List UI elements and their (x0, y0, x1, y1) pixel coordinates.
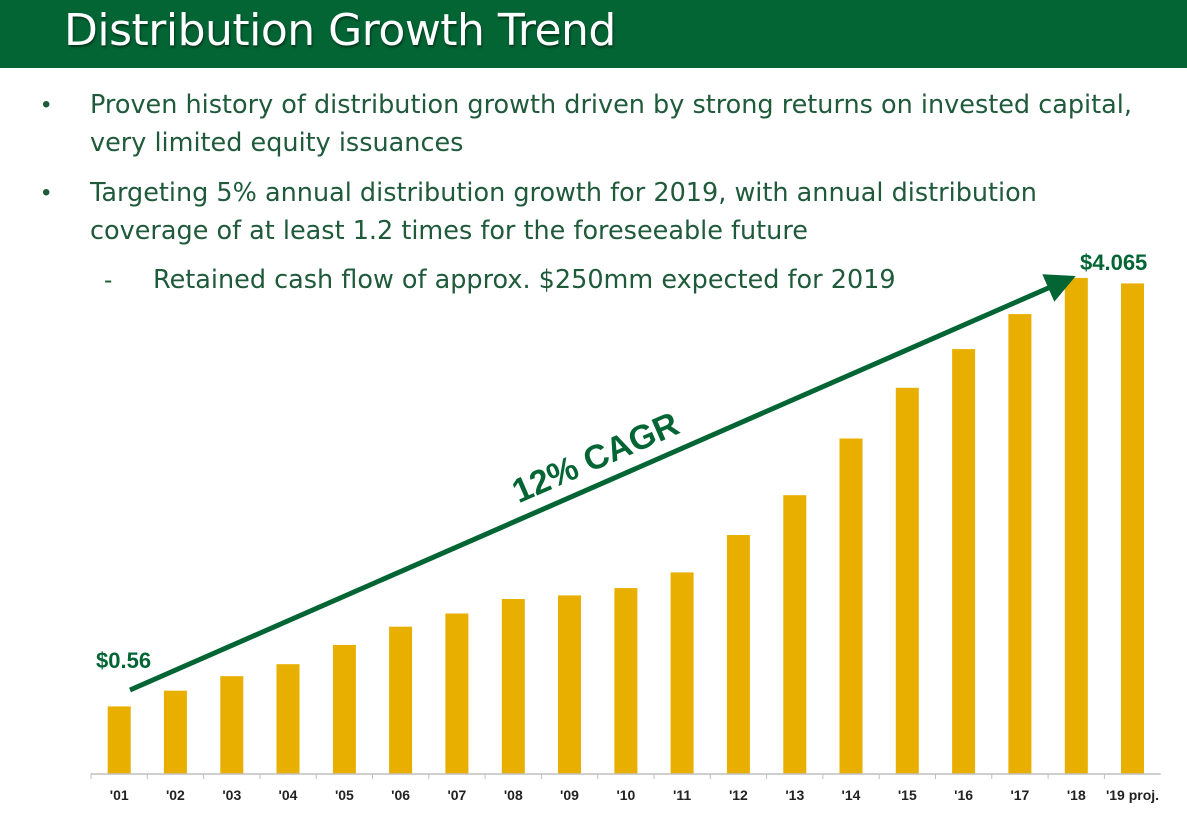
bullet-1-line-1: Proven history of distribution growth dr… (90, 90, 1132, 120)
bar-2 (220, 676, 244, 774)
x-tick-label: '15 (898, 787, 917, 803)
x-tick-label: '19 proj. (1106, 787, 1159, 803)
cagr-trend-arrow (128, 274, 1076, 693)
x-tick-label: '09 (560, 787, 579, 803)
x-tick-label: '02 (166, 787, 185, 803)
x-tick-label: '14 (842, 787, 861, 803)
bar-6 (445, 613, 469, 774)
sub-bullet-marker: - (104, 266, 113, 294)
bar-17 (1064, 277, 1088, 774)
page-title: Distribution Growth Trend (64, 5, 616, 56)
bar-13 (839, 438, 863, 774)
x-tick-label: '01 (110, 787, 129, 803)
bar-12 (783, 495, 807, 774)
bullet-2-line-1: Targeting 5% annual distribution growth … (90, 178, 1037, 208)
bar-4 (332, 644, 356, 774)
x-tick-label: '03 (222, 787, 241, 803)
bar-9 (614, 588, 638, 774)
x-tick-label: '08 (504, 787, 523, 803)
x-tick-label: '16 (954, 787, 973, 803)
x-tick-label: '07 (447, 787, 466, 803)
bar-18 (1121, 283, 1144, 774)
x-tick-label: '18 (1067, 787, 1086, 803)
bar-0 (107, 706, 131, 774)
bullet-2: Targeting 5% annual distribution growth … (90, 174, 1170, 250)
x-tick-label: '04 (279, 787, 298, 803)
sub-bullet-text: Retained cash flow of approx. $250mm exp… (153, 265, 896, 295)
bar-8 (558, 595, 581, 774)
x-tick-label: '17 (1010, 787, 1029, 803)
x-tick-label: '13 (785, 787, 804, 803)
bullet-1: Proven history of distribution growth dr… (90, 86, 1170, 162)
x-tick-label: '10 (616, 787, 635, 803)
bullet-marker: • (42, 91, 51, 118)
x-tick-label: '05 (335, 787, 354, 803)
bar-14 (895, 387, 919, 774)
x-tick-label: '11 (673, 787, 691, 803)
bullet-2-line-2: coverage of at least 1.2 times for the f… (90, 216, 808, 246)
x-tick-label: '12 (729, 787, 748, 803)
bar-16 (1008, 314, 1032, 774)
bullet-1-line-2: very limited equity issuances (90, 128, 464, 158)
bar-15 (952, 349, 976, 774)
bar-11 (726, 535, 750, 774)
last-value-label: $4.065 (1080, 250, 1147, 275)
bar-1 (163, 690, 187, 774)
bar-10 (670, 572, 694, 774)
first-value-label: $0.56 (96, 648, 151, 673)
header-bar: Distribution Growth Trend (0, 0, 1187, 68)
bar-5 (389, 626, 413, 774)
bar-7 (501, 599, 525, 774)
x-tick-label: '06 (391, 787, 410, 803)
bar-3 (276, 664, 300, 774)
bullet-marker: • (42, 179, 51, 206)
